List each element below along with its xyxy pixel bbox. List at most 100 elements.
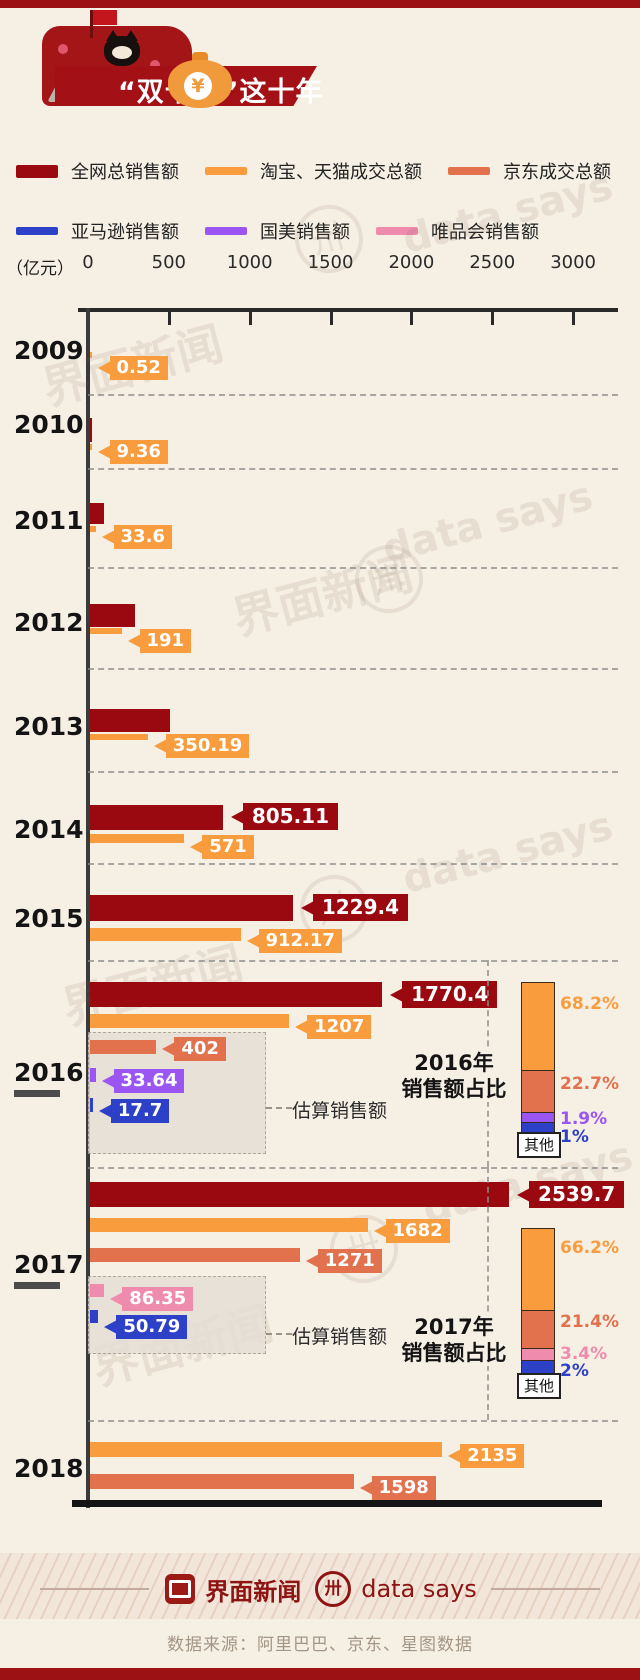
share-percent-2016-amazon: 1% (560, 1127, 589, 1147)
share-panel-title-2017: 2017年 销售额占比 (396, 1314, 512, 1366)
year-label-2012: 2012 (14, 608, 84, 637)
jiemian-news-logo-icon (165, 1574, 196, 1604)
share-percent-2017-amazon: 2% (560, 1361, 589, 1381)
value-tag-2016-tmall: 1207 (295, 1015, 372, 1039)
flower-dot-icon (58, 44, 68, 54)
bar-2016-total (90, 982, 383, 1007)
share-percent-2017-jd: 21.4% (560, 1312, 619, 1332)
bar-2017-amazon (90, 1310, 99, 1323)
value-tag-2012-tmall: 191 (127, 629, 192, 653)
legend-label-jd: 京东成交总额 (503, 162, 611, 183)
value-tag-2017-jd: 1271 (305, 1249, 382, 1273)
legend-item-gome: 国美销售额 (205, 218, 350, 244)
cat-face-icon (112, 46, 132, 59)
value-tag-2017-vip: 86.35 (110, 1287, 194, 1311)
axis-bottom-line (72, 1500, 602, 1507)
bar-2010-tmall (90, 444, 92, 450)
year-label-2018: 2018 (14, 1454, 84, 1483)
year-label-2016: 2016 (14, 1058, 84, 1087)
axis-vertical-line (86, 308, 90, 1508)
value-tag-2017-tmall: 1682 (373, 1219, 450, 1243)
tick-label-1500: 1500 (307, 252, 354, 273)
year-separator-line (88, 394, 618, 396)
tick-label-1000: 1000 (226, 252, 273, 273)
legend-label-total: 全网总销售额 (71, 162, 179, 183)
value-tag-2018-tmall: 2135 (448, 1444, 525, 1468)
cat-ear-icon (106, 30, 120, 41)
share-segment-2017-amazon (521, 1360, 555, 1373)
share-segment-2016-gome (521, 1112, 555, 1123)
footer-brand-lockup: 界面新闻 卅 data says (0, 1571, 640, 1607)
legend-item-total: 全网总销售额 (16, 158, 179, 184)
legend-item-tmall: 淘宝、天猫成交总额 (205, 158, 422, 184)
bar-2017-jd (90, 1248, 300, 1262)
value-tag-2011-tmall: 33.6 (101, 525, 172, 549)
bottom-red-bar (0, 1668, 640, 1680)
year-underline-2017 (14, 1282, 60, 1289)
bar-2013-tmall (90, 734, 148, 740)
tick-label-0: 0 (82, 252, 94, 273)
value-tag-2016-amazon: 17.7 (98, 1099, 170, 1123)
bar-2014-total (90, 805, 223, 830)
share-percent-2016-tmall: 68.2% (560, 994, 619, 1014)
estimate-connector-2017 (266, 1333, 292, 1335)
bar-2013-total (90, 709, 171, 732)
legend-swatch-gome (205, 227, 247, 235)
bar-2014-tmall (90, 834, 185, 843)
data-source-note: 数据来源：阿里巴巴、京东、星图数据 (167, 1635, 473, 1655)
share-segment-2016-amazon (521, 1122, 555, 1132)
bar-2018-jd (90, 1474, 354, 1489)
share-other-box-2016: 其他 (517, 1132, 561, 1158)
tick-label-2500: 2500 (469, 252, 516, 273)
tick-label-500: 500 (151, 252, 187, 273)
year-separator-line (88, 863, 618, 865)
bar-2015-tmall (90, 928, 241, 941)
value-tag-2010-tmall: 9.36 (97, 440, 168, 464)
bar-2012-tmall (90, 628, 122, 634)
axis-top-line (78, 308, 618, 312)
legend-item-vip: 唯品会销售额 (376, 218, 539, 244)
legend-swatch-vip (376, 227, 418, 235)
legend-item-amazon: 亚马逊销售额 (16, 218, 179, 244)
value-tag-2014-tmall: 571 (190, 835, 254, 859)
share-segment-2016-tmall (521, 982, 555, 1071)
year-separator-line (88, 771, 618, 773)
estimate-label-2017: 估算销售额 (292, 1326, 388, 1348)
tick-mark-1500 (329, 310, 333, 325)
value-tag-2014-total: 805.11 (230, 803, 339, 830)
bar-2017-total (90, 1182, 510, 1207)
value-tag-2017-amazon: 50.79 (104, 1315, 188, 1339)
value-tag-2013-tmall: 350.19 (153, 734, 250, 758)
value-tag-2016-jd: 402 (162, 1037, 226, 1061)
value-tag-2016-total: 1770.4 (390, 981, 498, 1008)
data-says-logo-icon: 卅 (315, 1571, 352, 1607)
footer-divider-right (490, 1588, 601, 1590)
share-percent-2016-jd: 22.7% (560, 1074, 619, 1094)
year-label-2009: 2009 (14, 336, 84, 365)
year-separator-line (88, 960, 618, 962)
legend-row-2: 亚马逊销售额 国美销售额 唯品会销售额 (16, 218, 636, 244)
bar-2017-tmall (90, 1218, 368, 1232)
legend-swatch-jd (448, 167, 490, 175)
year-label-2014: 2014 (14, 815, 84, 844)
legend-item-jd: 京东成交总额 (448, 158, 611, 184)
share-percent-2016-gome: 1.9% (560, 1109, 608, 1129)
share-segment-2017-vip (521, 1348, 555, 1361)
estimate-label-2016: 估算销售额 (292, 1100, 388, 1122)
flower-dot-icon (150, 60, 160, 70)
top-red-bar (0, 0, 640, 8)
bar-2018-tmall (90, 1442, 443, 1457)
bar-2016-jd (90, 1040, 157, 1054)
bar-2011-tmall (90, 526, 96, 532)
share-segment-2017-jd (521, 1310, 555, 1349)
tick-mark-2500 (491, 310, 495, 325)
value-tag-2009-tmall: 0.52 (97, 356, 168, 380)
share-segment-2017-tmall (521, 1228, 555, 1311)
tick-label-2000: 2000 (388, 252, 435, 273)
bar-2012-total (90, 604, 136, 627)
yuan-badge-icon: ¥ (184, 72, 212, 100)
legend-row-1: 全网总销售额 淘宝、天猫成交总额 京东成交总额 (16, 158, 636, 184)
legend-swatch-tmall (205, 167, 247, 175)
legend-label-vip: 唯品会销售额 (431, 222, 539, 243)
tick-mark-500 (167, 310, 171, 325)
